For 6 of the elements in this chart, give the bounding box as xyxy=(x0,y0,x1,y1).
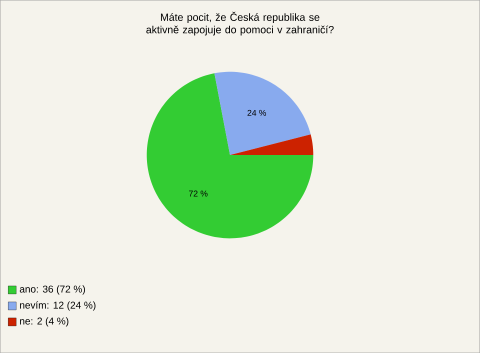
chart-title: Máte pocit, že Česká republika se aktivně zapojuje do pomoci v zahraničí? xyxy=(146,12,334,36)
data-label: 72 % xyxy=(189,190,208,196)
legend-label: ano: 36 (72 %) xyxy=(20,285,85,295)
data-label: 24 % xyxy=(248,110,266,116)
legend-label: ne: 2 (4 %) xyxy=(20,317,68,327)
legend-label: nevím: 12 (24 %) xyxy=(20,301,96,311)
